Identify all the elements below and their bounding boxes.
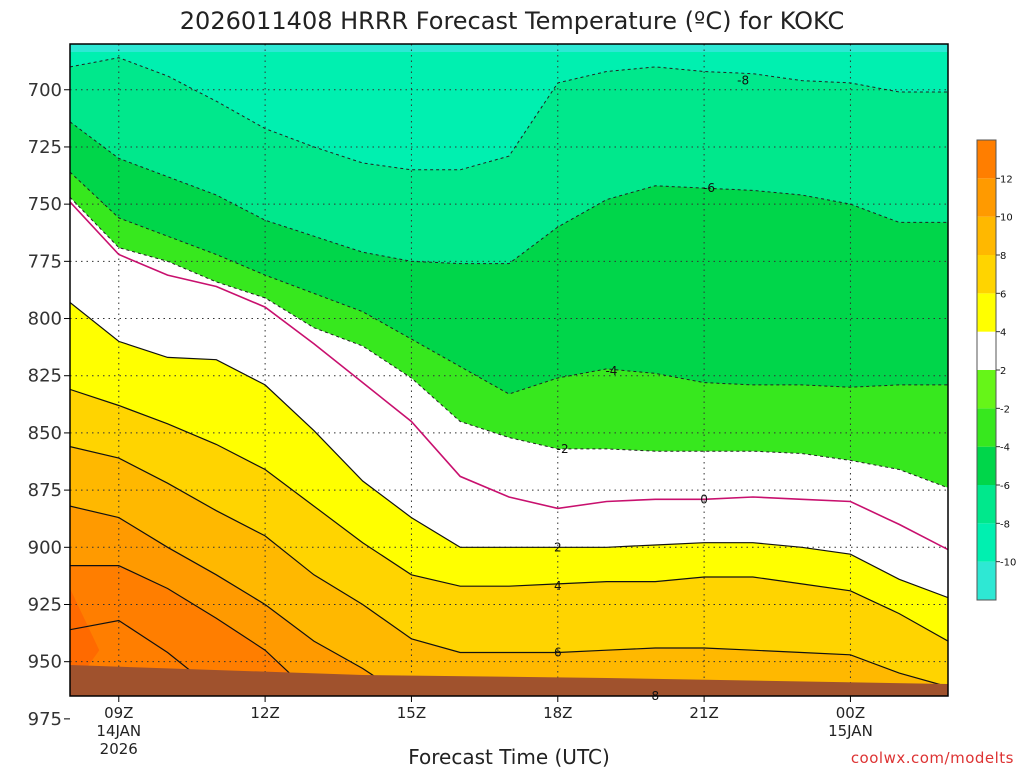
colorbar-swatch-2 — [977, 485, 996, 524]
colorbar-swatch-4 — [977, 408, 996, 447]
isotherm-lines — [70, 57, 948, 696]
y-tick-label-900: 900 — [28, 537, 62, 558]
colorbar: -10 -8 -6 -4 -2 2 4 6 8 10 12 — [976, 139, 1016, 601]
y-tick-label-950: 950 — [28, 652, 62, 673]
contour-label--6: -6 — [703, 181, 715, 195]
x-tick-label-12Z: 12Z — [250, 704, 279, 722]
isotherm-line-2 — [70, 302, 948, 599]
x-tick-label-09Z: 09Z — [104, 704, 133, 722]
x-tick-label-18Z: 18Z — [543, 704, 572, 722]
colorbar-swatch-8 — [977, 255, 996, 294]
colorbar-label-8: 8 — [1000, 251, 1006, 262]
x-tick-label-00Z: 00Z — [836, 704, 865, 722]
contour-label-4: 4 — [554, 579, 562, 593]
chart-title: 2026011408 HRRR Forecast Temperature (ºC… — [180, 7, 844, 35]
colorbar-swatch-9 — [977, 216, 996, 255]
y-tick-label-825: 825 — [28, 366, 62, 387]
isotherm-line-4 — [70, 388, 948, 642]
y-tick-label-975: 975 — [28, 709, 62, 730]
ground-layer — [70, 665, 948, 696]
x-tick-label-15Z: 15Z — [397, 704, 426, 722]
colorbar-label--6: -6 — [1000, 481, 1010, 492]
y-tick-label-750: 750 — [28, 194, 62, 215]
contour-label-6: 6 — [554, 646, 562, 660]
colorbar-label-10: 10 — [1000, 213, 1013, 224]
band-fill-minus10-top — [70, 44, 948, 52]
colorbar-swatch-0 — [977, 561, 996, 600]
isotherm-line--6 — [70, 121, 948, 265]
y-tick-label-850: 850 — [28, 423, 62, 444]
colorbar-swatch-11 — [977, 140, 996, 179]
temperature-fill-bands — [70, 44, 948, 696]
isotherm-line-6 — [70, 446, 948, 688]
y-axis: 700 725 750 775 800 825 850 875 900 925 950 975 — [28, 80, 70, 730]
x-tick-label-21Z: 21Z — [689, 704, 718, 722]
y-tick-label-775: 775 — [28, 251, 62, 272]
contour-label--8: -8 — [737, 74, 749, 88]
colorbar-swatch-3 — [977, 446, 996, 485]
x-axis-label: Forecast Time (UTC) — [408, 745, 610, 768]
colorbar-label--2: -2 — [1000, 404, 1010, 415]
colorbar-label--4: -4 — [1000, 443, 1010, 454]
isotherm-line--8 — [70, 57, 948, 171]
colorbar-swatch-1 — [977, 523, 996, 562]
ground-fill — [70, 665, 948, 696]
isotherm-line--4 — [70, 171, 948, 395]
colorbar-swatch-7 — [977, 293, 996, 332]
isotherm-line-10 — [70, 565, 315, 696]
colorbar-label--10: -10 — [1000, 558, 1016, 569]
y-tick-label-725: 725 — [28, 137, 62, 158]
contour-label--2: -2 — [557, 442, 569, 456]
y-tick-label-875: 875 — [28, 480, 62, 501]
band-fill-minus10 — [70, 44, 948, 170]
isotherm-line-14 — [70, 691, 75, 696]
plot-frame — [69, 43, 949, 697]
colorbar-label-2: 2 — [1000, 366, 1006, 377]
contour-label-0: 0 — [700, 492, 708, 506]
x-tick-label-2026: 2026 — [100, 740, 138, 758]
y-tick-label-800: 800 — [28, 309, 62, 330]
credit-text: coolwx.com/modelts — [851, 749, 1014, 767]
y-tick-label-700: 700 — [28, 80, 62, 101]
colorbar-label-4: 4 — [1000, 328, 1006, 339]
x-tick-label-15JAN: 15JAN — [828, 722, 873, 740]
x-tick-label-14JAN: 14JAN — [96, 722, 141, 740]
colorbar-swatch-6 — [977, 331, 996, 370]
contour-label--4: -4 — [605, 364, 617, 378]
colorbar-label--8: -8 — [1000, 519, 1010, 530]
isotherm-line-0 — [70, 201, 948, 551]
colorbar-swatch-5 — [977, 370, 996, 409]
colorbar-label-6: 6 — [1000, 289, 1006, 300]
colorbar-label-12: 12 — [1000, 174, 1013, 185]
isotherm-line-8 — [70, 505, 662, 696]
contour-label-2: 2 — [554, 540, 562, 554]
y-tick-label-925: 925 — [28, 594, 62, 615]
colorbar-swatch-10 — [977, 178, 996, 217]
